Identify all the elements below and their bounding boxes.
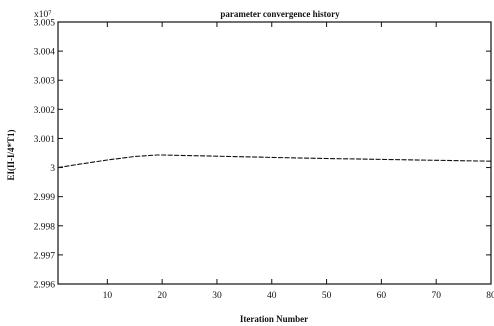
x-axis-label: Iteration Number (240, 314, 308, 324)
x-tick-label: 10 (103, 291, 113, 301)
y-axis-label: EI(II-I/4*T1) (6, 129, 16, 180)
x-axis-ticks: 10 20 30 40 50 60 70 80 (103, 22, 494, 301)
y-tick-label: 3.004 (34, 48, 56, 58)
y-axis-ticks: 2.996 2.997 2.998 2.999 3 3.001 3.002 3.003 3.00… (34, 19, 491, 291)
series-line (57, 154, 492, 169)
x-tick-label: 80 (486, 291, 494, 301)
y-tick-label: 2.999 (34, 193, 56, 203)
y-tick-label: 3.003 (34, 77, 56, 87)
series-layer (57, 154, 492, 169)
y-tick-label: 2.997 (34, 251, 56, 261)
x-tick-label: 50 (322, 291, 332, 301)
y-tick-label: 3.002 (34, 106, 56, 116)
x-tick-label: 30 (212, 291, 222, 301)
y-tick-label: 3.001 (34, 135, 56, 145)
y-tick-label: 2.998 (34, 222, 56, 232)
y-tick-label: 3 (50, 164, 55, 174)
chart-title: parameter convergence history (220, 9, 340, 19)
x-tick-label: 60 (377, 291, 387, 301)
y-tick-label: 2.996 (34, 281, 56, 291)
y-scale-multiplier: x10⁷ (34, 10, 52, 20)
plot-frame (57, 21, 492, 285)
x-tick-label: 40 (267, 291, 277, 301)
y-tick-label: 3.005 (34, 19, 56, 29)
x-tick-label: 20 (157, 291, 167, 301)
x-tick-label: 70 (431, 291, 441, 301)
